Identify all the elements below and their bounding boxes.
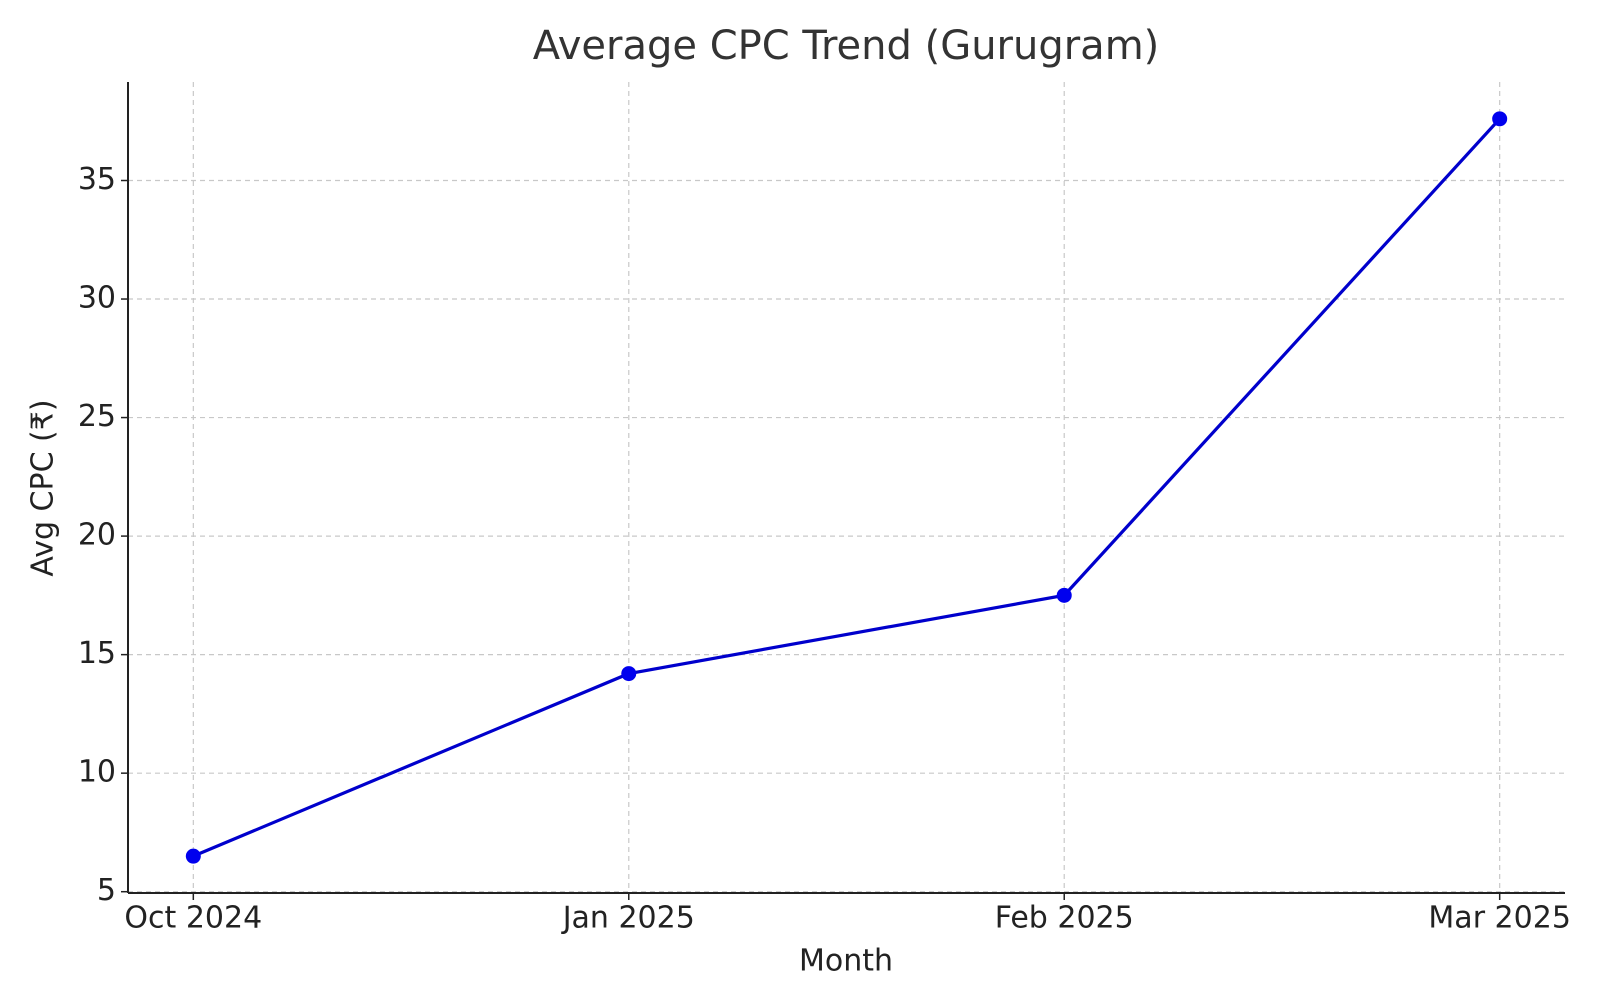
- data-point: [621, 666, 637, 682]
- x-axis-label: Month: [799, 944, 893, 979]
- x-tick-label: Feb 2025: [995, 901, 1134, 936]
- data-point: [1056, 587, 1072, 603]
- y-tick-label: 25: [78, 399, 116, 434]
- chart-title: Average CPC Trend (Gurugram): [533, 23, 1160, 69]
- y-tick-label: 30: [78, 281, 116, 316]
- data-line: [192, 117, 1501, 858]
- x-tick-label: Jan 2025: [561, 901, 695, 936]
- x-tick-label: Oct 2024: [124, 901, 262, 936]
- y-tick-label: 15: [78, 636, 116, 671]
- data-point: [1492, 111, 1508, 127]
- x-tick-label: Mar 2025: [1428, 901, 1571, 936]
- y-tick-label: 20: [78, 518, 116, 553]
- y-tick-label: 5: [97, 873, 116, 908]
- data-point: [185, 848, 201, 864]
- y-axis-label: Avg CPC (₹): [26, 399, 61, 576]
- y-tick-label: 35: [78, 162, 116, 197]
- y-tick-label: 10: [78, 755, 116, 790]
